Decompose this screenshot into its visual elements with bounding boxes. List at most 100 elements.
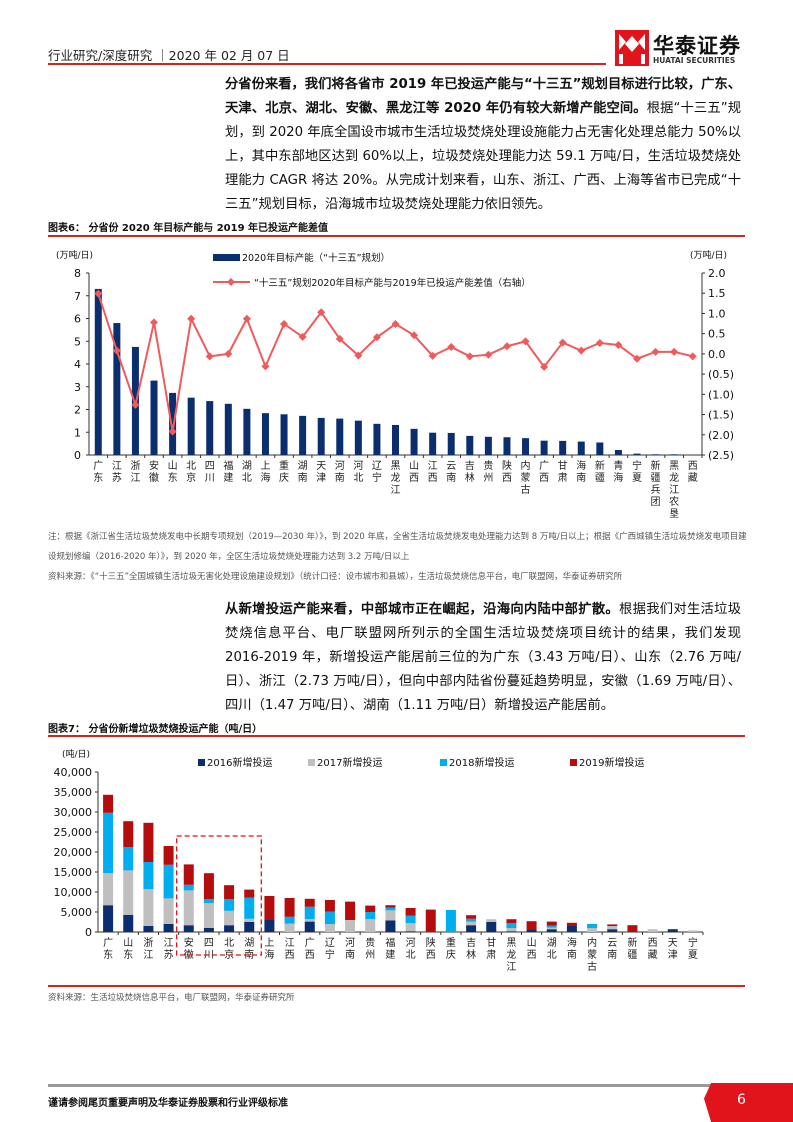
category-label: 黑 — [506, 937, 516, 949]
stacked-bar-segment-2018新增投运 — [143, 862, 154, 890]
line-gap-marker — [577, 346, 586, 355]
chart-6: 0 1 2 3 4 5 6 7 8 (2.5) (2.0) (1.5) (1.0) (0.5) 0.0 0.5… — [56, 249, 734, 520]
stacked-bar-segment-2019新增投运 — [546, 921, 557, 926]
bar-target-capacity — [94, 288, 102, 455]
bar-target-capacity — [522, 438, 530, 455]
paragraph-1-body: 根据“十三五”规划，到 2020 年底全国设市城市生活垃圾焚烧处理设施能力占无害… — [225, 101, 742, 212]
stacked-bar-segment-2016新增投运 — [566, 926, 577, 932]
bar-target-capacity — [392, 424, 399, 455]
category-label: 建 — [223, 471, 233, 484]
category-label: 河 — [345, 937, 355, 949]
line-gap-marker — [242, 314, 251, 323]
category-label: 广 — [103, 937, 113, 949]
stacked-bar-segment-2018新增投运 — [405, 915, 416, 924]
category-label: 东 — [123, 948, 133, 961]
y-tick-label: 0 — [85, 926, 92, 939]
category-label: 内 — [521, 459, 531, 472]
line-gap-marker — [205, 352, 214, 361]
bar-target-capacity — [559, 440, 567, 455]
paragraph-1-lead: 分省份来看，我们将各省市 2019 年已投运产能与“十三五”规划目标进行比较，广… — [225, 77, 741, 116]
line-gap-marker — [410, 331, 419, 340]
paragraph-2-lead: 从新增投运产能来看，中部城市正在崛起，沿海向内陆中部扩散。 — [225, 602, 620, 617]
category-label: 林 — [465, 471, 475, 484]
category-label: 古 — [521, 483, 531, 496]
stacked-bar-segment-2019新增投运 — [203, 873, 214, 900]
category-label: 宁 — [632, 459, 642, 472]
stacked-bar-segment-2019新增投运 — [224, 885, 235, 900]
line-gap-marker — [614, 340, 623, 349]
category-label: 农 — [669, 495, 679, 508]
y-tick-label: 25,000 — [54, 826, 93, 839]
stacked-bar-segment-2016新增投运 — [103, 905, 114, 932]
category-label: 四 — [204, 938, 214, 949]
bar-target-capacity — [596, 442, 604, 455]
line-gap-marker — [632, 354, 641, 363]
category-label: 上 — [264, 937, 274, 949]
category-label: 藏 — [648, 949, 658, 961]
bar-target-capacity — [187, 397, 195, 455]
stacked-bar-segment-2016新增投运 — [123, 914, 134, 932]
y-tick-label: 10,000 — [54, 886, 93, 899]
category-label: 海 — [576, 459, 586, 472]
y-tick-label: 15,000 — [54, 866, 93, 879]
category-label: 南 — [244, 948, 254, 961]
stacked-bar-segment-2016新增投运 — [143, 926, 154, 932]
stacked-bar-segment-2018新增投运 — [506, 923, 517, 928]
bar-target-capacity — [354, 420, 362, 455]
category-label: 北 — [547, 949, 557, 961]
stacked-bar-segment-2017新增投运 — [324, 924, 335, 932]
legend-bar-swatch — [213, 254, 240, 261]
bar-target-capacity — [540, 440, 548, 455]
category-label: 西 — [305, 950, 315, 961]
bar-target-capacity — [336, 418, 344, 455]
bar-target-capacity — [224, 403, 232, 455]
stacked-bar-segment-2017新增投运 — [385, 910, 396, 921]
line-gap-marker — [150, 318, 159, 327]
category-label: 京 — [186, 471, 196, 484]
category-label: 东 — [103, 948, 113, 961]
category-label: 海 — [567, 936, 577, 949]
legend-swatch — [570, 759, 577, 766]
legend-swatch — [198, 759, 205, 766]
left-tick-label: 4 — [74, 358, 81, 371]
category-label: 山 — [527, 937, 537, 949]
line-gap-marker — [391, 319, 400, 328]
stacked-bar-segment-2017新增投运 — [546, 927, 557, 930]
category-label: 海 — [613, 471, 623, 484]
line-gap-marker — [540, 362, 549, 371]
category-label: 垦 — [669, 508, 679, 520]
stacked-bar-segment-2019新增投运 — [304, 898, 315, 907]
left-tick-label: 3 — [74, 381, 81, 394]
right-tick-label: (2.0) — [708, 429, 734, 442]
stacked-bar-segment-2019新增投运 — [103, 794, 114, 813]
line-gap-marker — [317, 308, 326, 317]
stacked-bar-segment-2019新增投运 — [506, 919, 517, 924]
y-tick-label: 30,000 — [54, 806, 93, 819]
category-label: 江 — [669, 484, 679, 496]
figure-6-title: 图表6： 分省份 2020 年目标产能与 2019 年已投运产能差值 — [48, 223, 329, 234]
page-number-badge: 6 — [704, 1083, 793, 1122]
figure-7-source: 资料来源：生活垃圾焚烧信息平台，电厂联盟网，华泰证券研究所 — [48, 993, 295, 1003]
logo-text-cn: 华泰证券 — [653, 34, 741, 58]
stacked-bar-segment-2016新增投运 — [183, 925, 194, 932]
bar-target-capacity — [150, 380, 158, 455]
category-label: 吉 — [465, 460, 475, 472]
y-tick-label: 35,000 — [54, 786, 93, 799]
category-label: 北 — [242, 472, 252, 484]
legend-bar-label: 2020年目标产能（“十三五”规划） — [242, 252, 390, 264]
stacked-bar-segment-2017新增投运 — [466, 921, 477, 926]
category-label: 疆 — [651, 472, 661, 484]
right-tick-label: 2.0 — [708, 267, 726, 280]
right-tick-label: (2.5) — [708, 449, 734, 462]
bar-target-capacity — [447, 432, 455, 455]
stacked-bar-segment-2017新增投运 — [304, 919, 315, 922]
stacked-bar-segment-2018新增投运 — [385, 907, 396, 911]
stacked-bar-segment-2018新增投运 — [546, 925, 557, 928]
left-tick-label: 2 — [74, 404, 81, 417]
stacked-bar-segment-2017新增投运 — [284, 923, 295, 932]
category-label: 海 — [260, 471, 270, 484]
stacked-bar-segment-2019新增投运 — [365, 905, 376, 912]
right-tick-label: 1.5 — [708, 287, 726, 300]
stacked-bar-segment-2019新增投运 — [425, 909, 436, 932]
category-label: 夏 — [632, 472, 642, 484]
